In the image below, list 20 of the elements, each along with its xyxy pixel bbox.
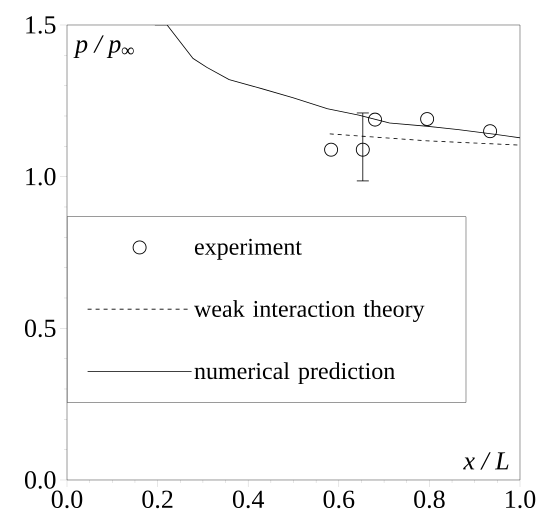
y-tick-label: 1.5	[26, 16, 56, 34]
y-axis-title: p / p$_{∞}$	[74, 35, 134, 58]
legend-label: experiment	[194, 238, 302, 260]
y-tick-label: 1.0	[26, 168, 56, 186]
x-tick-label: 0.6	[324, 490, 354, 508]
legend-label: weak interaction theory	[194, 300, 424, 322]
x-axis-title: x / L	[463, 452, 508, 470]
point	[420, 112, 434, 126]
point	[368, 112, 382, 127]
y-tick-label: 0.0	[24, 471, 56, 489]
point	[483, 124, 498, 138]
legend-label: numerical prediction	[194, 362, 395, 384]
x-tick-label: 0.0	[52, 490, 82, 508]
x-tick-label: 0.2	[142, 490, 172, 508]
x-tick-label: 0.4	[232, 490, 264, 508]
x-tick-label: 1.0	[506, 490, 536, 508]
point	[324, 142, 338, 157]
y-tick-label: 0.5	[24, 319, 56, 338]
x-tick-label: 0.8	[414, 490, 445, 508]
point	[356, 142, 370, 157]
